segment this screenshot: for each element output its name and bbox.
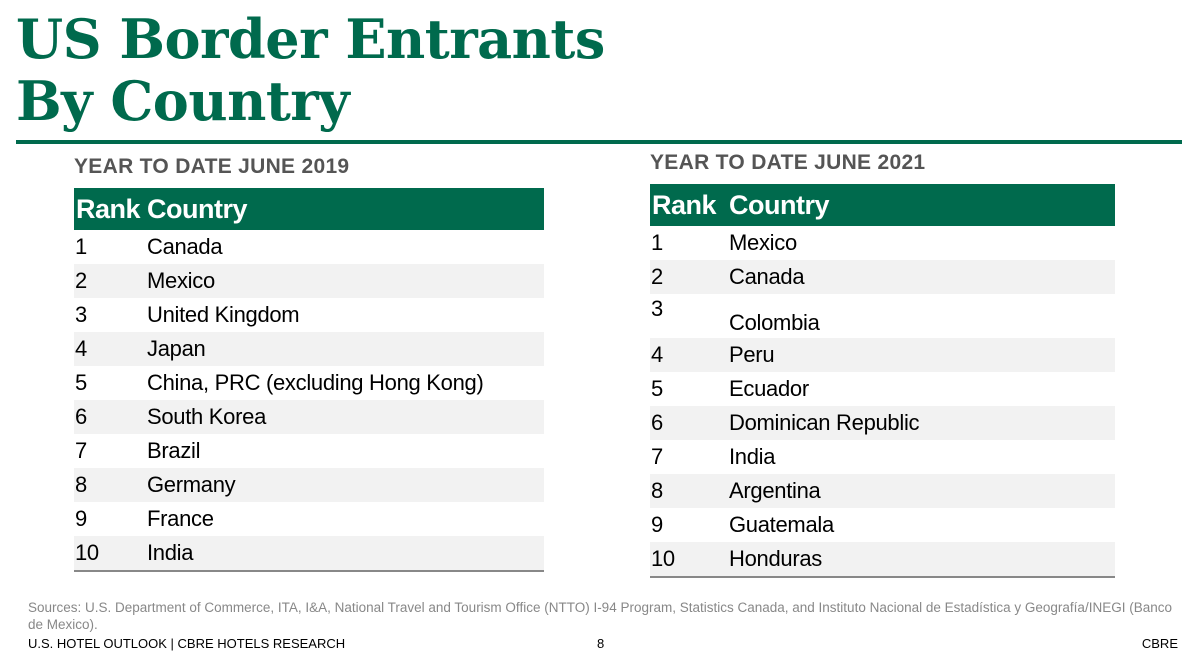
rank-cell: 4 xyxy=(651,342,663,367)
table-row: 2 Canada xyxy=(650,260,1115,294)
country-cell: India xyxy=(147,540,194,565)
table-subtitle: YEAR TO DATE JUNE 2019 xyxy=(74,155,350,178)
header-rank: Rank xyxy=(652,189,717,220)
header-country: Country xyxy=(147,193,248,224)
table-row: 6 Dominican Republic xyxy=(650,406,1115,440)
country-cell: Colombia xyxy=(729,310,820,335)
page-title: US Border Entrants By Country xyxy=(16,8,605,132)
country-cell: Ecuador xyxy=(729,376,809,401)
title-line-2: By Country xyxy=(16,69,350,133)
header-country: Country xyxy=(729,189,830,220)
table-row: 5 Ecuador xyxy=(650,372,1115,406)
country-cell: Guatemala xyxy=(729,512,834,537)
country-cell: Brazil xyxy=(147,438,201,463)
table-row: 8 Argentina xyxy=(650,474,1115,508)
country-cell: South Korea xyxy=(147,404,267,429)
country-cell: Peru xyxy=(729,342,775,367)
country-cell: Honduras xyxy=(729,546,822,571)
rank-cell: 3 xyxy=(651,296,663,321)
table-row: 10 India xyxy=(74,536,544,570)
table-row: 9 Guatemala xyxy=(650,508,1115,542)
rank-cell: 10 xyxy=(651,546,675,571)
rank-cell: 2 xyxy=(75,268,87,293)
title-divider xyxy=(16,140,1182,144)
table-row: 1 Mexico xyxy=(650,226,1115,260)
rank-cell: 6 xyxy=(651,410,663,435)
rank-cell: 10 xyxy=(75,540,99,565)
table-2019: YEAR TO DATE JUNE 2019 Rank Country 1 Can… xyxy=(74,154,544,572)
table-row: 5 China, PRC (excluding Hong Kong) xyxy=(74,366,544,400)
country-cell: United Kingdom xyxy=(147,302,300,327)
rank-cell: 9 xyxy=(651,512,663,537)
table-row: 8 Germany xyxy=(74,468,544,502)
header-rank: Rank xyxy=(76,193,141,224)
rank-cell: 5 xyxy=(75,370,87,395)
table-subtitle: YEAR TO DATE JUNE 2021 xyxy=(650,151,926,174)
title-line-1: US Border Entrants xyxy=(16,7,605,71)
table-bottom-rule xyxy=(74,570,544,572)
rank-cell: 2 xyxy=(651,264,663,289)
sources-note: Sources: U.S. Department of Commerce, IT… xyxy=(28,600,1172,632)
rank-cell: 3 xyxy=(75,302,87,327)
rank-cell: 8 xyxy=(651,478,663,503)
rank-cell: 1 xyxy=(651,230,663,255)
table-row: 4 Japan xyxy=(74,332,544,366)
table-row: 1 Canada xyxy=(74,230,544,264)
table-header: Rank Country xyxy=(650,184,1115,226)
table-row: 7 Brazil xyxy=(74,434,544,468)
table-header: Rank Country xyxy=(74,188,544,230)
rank-cell: 8 xyxy=(75,472,87,497)
country-cell: Argentina xyxy=(729,478,821,503)
table-row: 10 Honduras xyxy=(650,542,1115,576)
table-row: 3 United Kingdom xyxy=(74,298,544,332)
table-row: 6 South Korea xyxy=(74,400,544,434)
country-cell: China, PRC (excluding Hong Kong) xyxy=(147,370,484,395)
rank-cell: 7 xyxy=(651,444,663,469)
rank-cell: 6 xyxy=(75,404,87,429)
table-row: 2 Mexico xyxy=(74,264,544,298)
footer-publication: U.S. HOTEL OUTLOOK | CBRE HOTELS RESEARC… xyxy=(28,636,346,651)
rank-cell: 1 xyxy=(75,234,87,259)
country-cell: India xyxy=(729,444,776,469)
table-row: 3 Colombia xyxy=(650,294,1115,338)
country-cell: Germany xyxy=(147,472,236,497)
table-row: 7 India xyxy=(650,440,1115,474)
table-row: 9 France xyxy=(74,502,544,536)
country-cell: France xyxy=(147,506,214,531)
page-number: 8 xyxy=(597,636,605,651)
rank-cell: 7 xyxy=(75,438,87,463)
table-2021: YEAR TO DATE JUNE 2021 Rank Country 1 Mex… xyxy=(650,150,1115,578)
rank-cell: 9 xyxy=(75,506,87,531)
brand-logo-text: CBRE xyxy=(1141,636,1178,651)
rank-cell: 5 xyxy=(651,376,663,401)
country-cell: Dominican Republic xyxy=(729,410,920,435)
country-cell: Mexico xyxy=(729,230,797,255)
country-cell: Mexico xyxy=(147,268,215,293)
rank-cell: 4 xyxy=(75,336,87,361)
country-cell: Canada xyxy=(147,234,223,259)
country-cell: Canada xyxy=(729,264,805,289)
country-cell: Japan xyxy=(147,336,206,361)
table-bottom-rule xyxy=(650,576,1115,578)
table-row: 4 Peru xyxy=(650,338,1115,372)
